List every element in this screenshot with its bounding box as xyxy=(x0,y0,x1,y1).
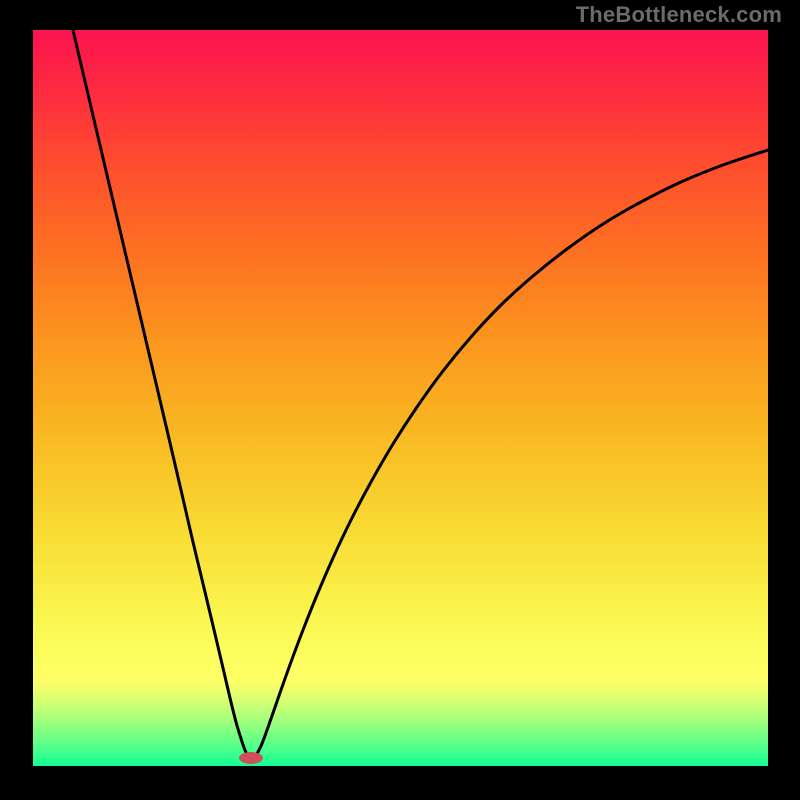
watermark-text: TheBottleneck.com xyxy=(576,2,782,28)
minimum-marker xyxy=(239,752,263,764)
plot-area xyxy=(33,30,768,766)
gradient-background xyxy=(33,30,768,766)
chart-svg xyxy=(33,30,768,766)
chart-container: TheBottleneck.com xyxy=(0,0,800,800)
